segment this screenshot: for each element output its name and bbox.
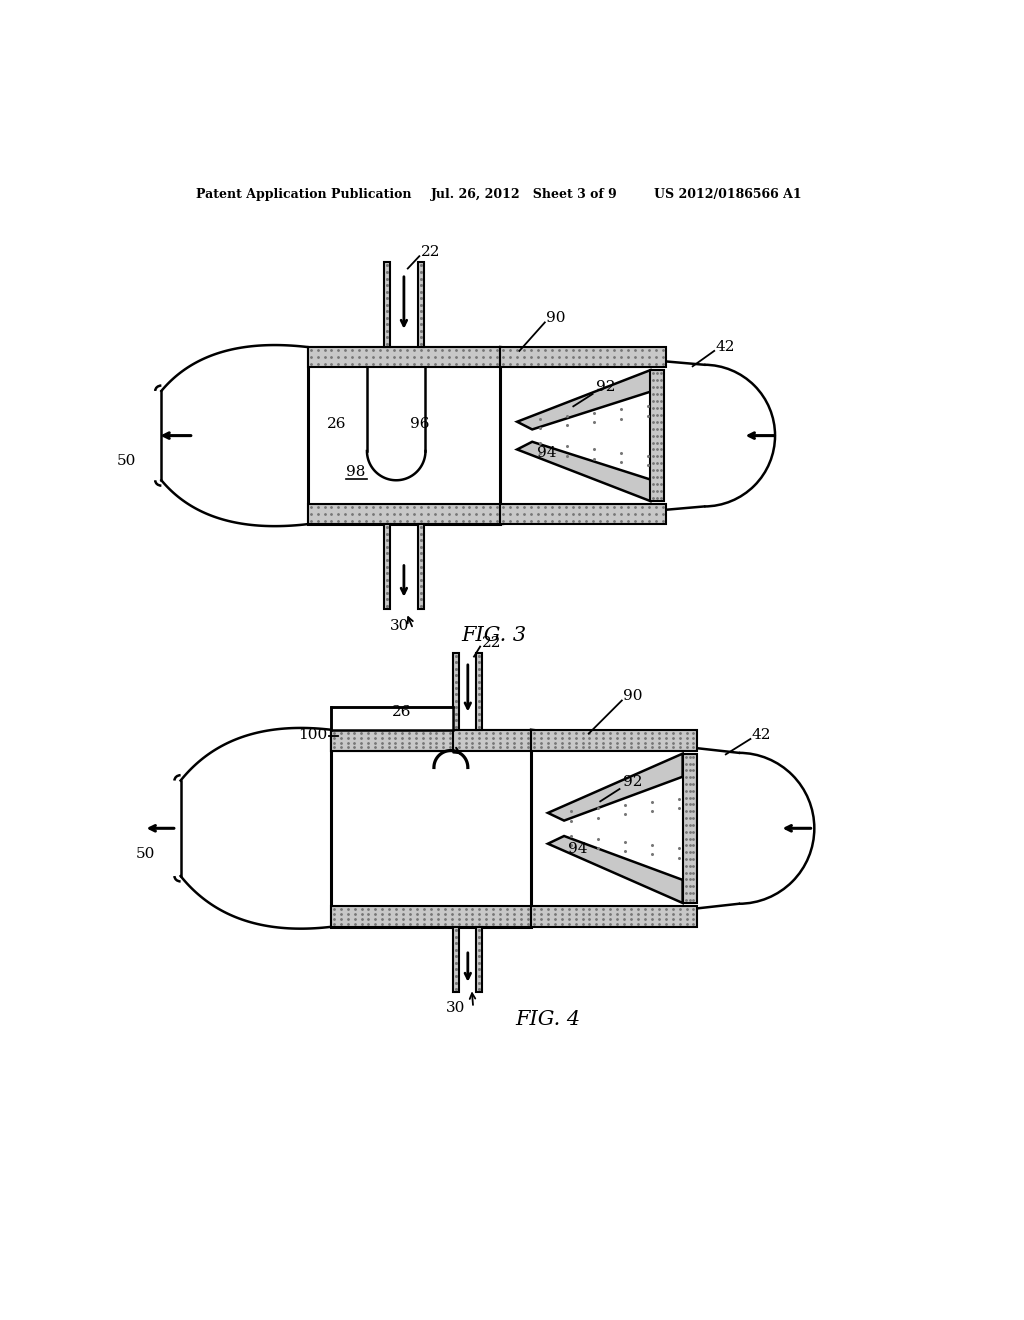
- Text: 94: 94: [538, 446, 557, 461]
- Bar: [331, 706, 454, 730]
- Text: 22: 22: [421, 246, 440, 259]
- Text: FIG. 3: FIG. 3: [462, 626, 526, 645]
- Bar: [331, 730, 531, 927]
- Text: 50: 50: [117, 454, 136, 467]
- Bar: [384, 263, 390, 347]
- Text: 94: 94: [568, 842, 588, 855]
- Bar: [650, 370, 665, 502]
- Text: FIG. 4: FIG. 4: [515, 1010, 581, 1028]
- Text: 98: 98: [346, 465, 366, 479]
- Text: 42: 42: [752, 729, 771, 742]
- Text: 92: 92: [624, 775, 643, 789]
- Bar: [418, 263, 424, 347]
- Bar: [476, 653, 482, 730]
- Bar: [307, 347, 500, 524]
- Text: 42: 42: [716, 341, 735, 354]
- Text: 96: 96: [410, 417, 430, 430]
- Text: 26: 26: [392, 705, 412, 719]
- Text: 90: 90: [624, 689, 643, 704]
- Bar: [331, 906, 531, 927]
- Bar: [331, 730, 531, 751]
- Bar: [307, 347, 500, 367]
- Bar: [454, 653, 460, 730]
- Text: Jul. 26, 2012   Sheet 3 of 9: Jul. 26, 2012 Sheet 3 of 9: [431, 187, 617, 201]
- Text: Patent Application Publication: Patent Application Publication: [196, 187, 412, 201]
- Bar: [418, 524, 424, 609]
- Bar: [500, 504, 666, 524]
- Bar: [454, 927, 460, 993]
- Text: US 2012/0186566 A1: US 2012/0186566 A1: [654, 187, 802, 201]
- Bar: [531, 906, 696, 927]
- Text: 26: 26: [327, 417, 346, 430]
- Text: 22: 22: [481, 636, 501, 649]
- Bar: [476, 927, 482, 993]
- Polygon shape: [517, 370, 650, 429]
- Text: 100: 100: [298, 729, 328, 742]
- Bar: [331, 730, 454, 751]
- Bar: [683, 754, 696, 903]
- Bar: [531, 730, 696, 751]
- Text: 90: 90: [547, 312, 566, 326]
- Bar: [500, 347, 666, 367]
- Bar: [384, 524, 390, 609]
- Text: 92: 92: [596, 380, 615, 393]
- Polygon shape: [548, 836, 683, 903]
- Text: 50: 50: [136, 846, 156, 861]
- Text: 30: 30: [446, 1001, 466, 1015]
- Bar: [307, 504, 500, 524]
- Polygon shape: [548, 754, 683, 821]
- Polygon shape: [517, 442, 650, 502]
- Text: 30: 30: [390, 619, 410, 634]
